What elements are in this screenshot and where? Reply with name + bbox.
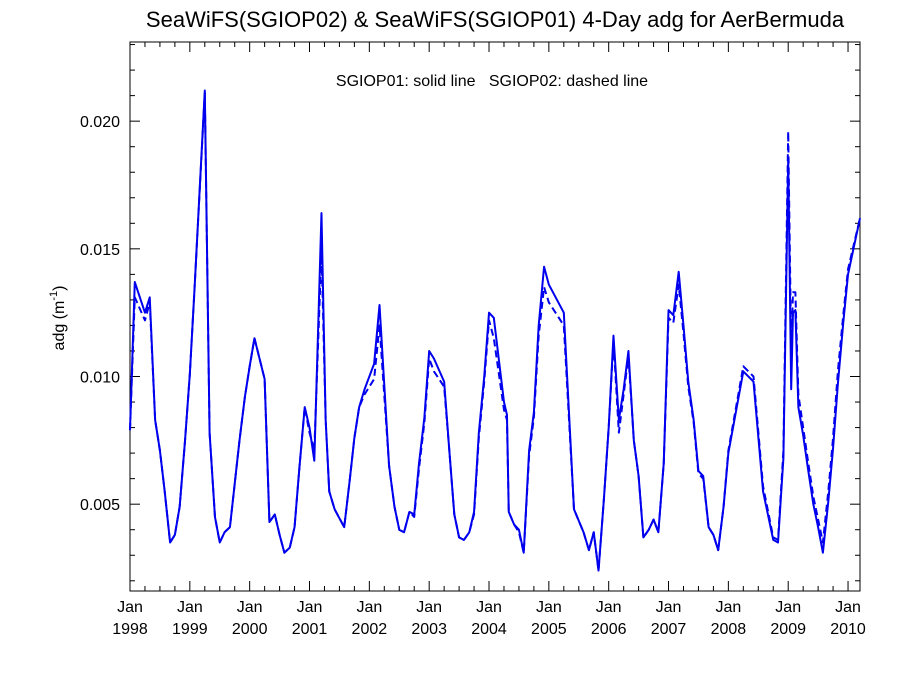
x-tick-month: Jan xyxy=(297,599,323,616)
x-tick-year: 2003 xyxy=(411,621,447,638)
x-tick-year: 1999 xyxy=(172,621,208,638)
x-tick-month: Jan xyxy=(177,599,203,616)
x-tick-year: 1998 xyxy=(112,621,148,638)
x-tick-year: 2004 xyxy=(471,621,507,638)
x-tick-year: 2007 xyxy=(651,621,687,638)
y-axis-title-suffix: ) xyxy=(51,286,68,291)
line-style-annotation: SGIOP01: solid line SGIOP02: dashed line xyxy=(336,73,648,90)
y-tick-label: 0.005 xyxy=(80,497,120,514)
y-axis-title-superscript: -1 xyxy=(48,291,60,301)
y-axis-title: adg (m-1) xyxy=(48,286,68,351)
x-tick-year: 2006 xyxy=(591,621,627,638)
x-tick-month: Jan xyxy=(835,599,861,616)
plot-frame xyxy=(129,41,861,592)
x-tick-month: Jan xyxy=(536,599,562,616)
y-axis-title-main: adg (m xyxy=(51,301,68,351)
y-tick-label: 0.020 xyxy=(80,114,120,131)
x-tick-month: Jan xyxy=(117,599,143,616)
x-tick-year: 2005 xyxy=(531,621,567,638)
x-tick-year: 2001 xyxy=(292,621,328,638)
x-tick-month: Jan xyxy=(775,599,801,616)
series-line-solid xyxy=(129,89,861,572)
x-axis-ticks: Jan 1998 Jan 1999 Jan 2000 Jan 2001 Jan 2002 Jan 20… xyxy=(112,42,866,638)
x-tick-month: Jan xyxy=(416,599,442,616)
x-tick-year: 2008 xyxy=(711,621,747,638)
x-tick-month: Jan xyxy=(715,599,741,616)
x-tick-month: Jan xyxy=(656,599,682,616)
x-tick-month: Jan xyxy=(596,599,622,616)
x-tick-year: 2010 xyxy=(830,621,866,638)
x-tick-year: 2009 xyxy=(770,621,806,638)
x-tick-month: Jan xyxy=(356,599,382,616)
y-axis-ticks: 0.005 0.010 0.015 0.020 xyxy=(80,44,860,582)
x-tick-month: Jan xyxy=(476,599,502,616)
x-tick-month: Jan xyxy=(237,599,263,616)
chart-title: SeaWiFS(SGIOP02) & SeaWiFS(SGIOP01) 4-Da… xyxy=(146,7,845,32)
series-layer xyxy=(129,89,861,572)
y-tick-label: 0.010 xyxy=(80,370,120,387)
x-tick-year: 2002 xyxy=(352,621,388,638)
x-tick-year: 2000 xyxy=(232,621,268,638)
y-tick-label: 0.015 xyxy=(80,242,120,259)
